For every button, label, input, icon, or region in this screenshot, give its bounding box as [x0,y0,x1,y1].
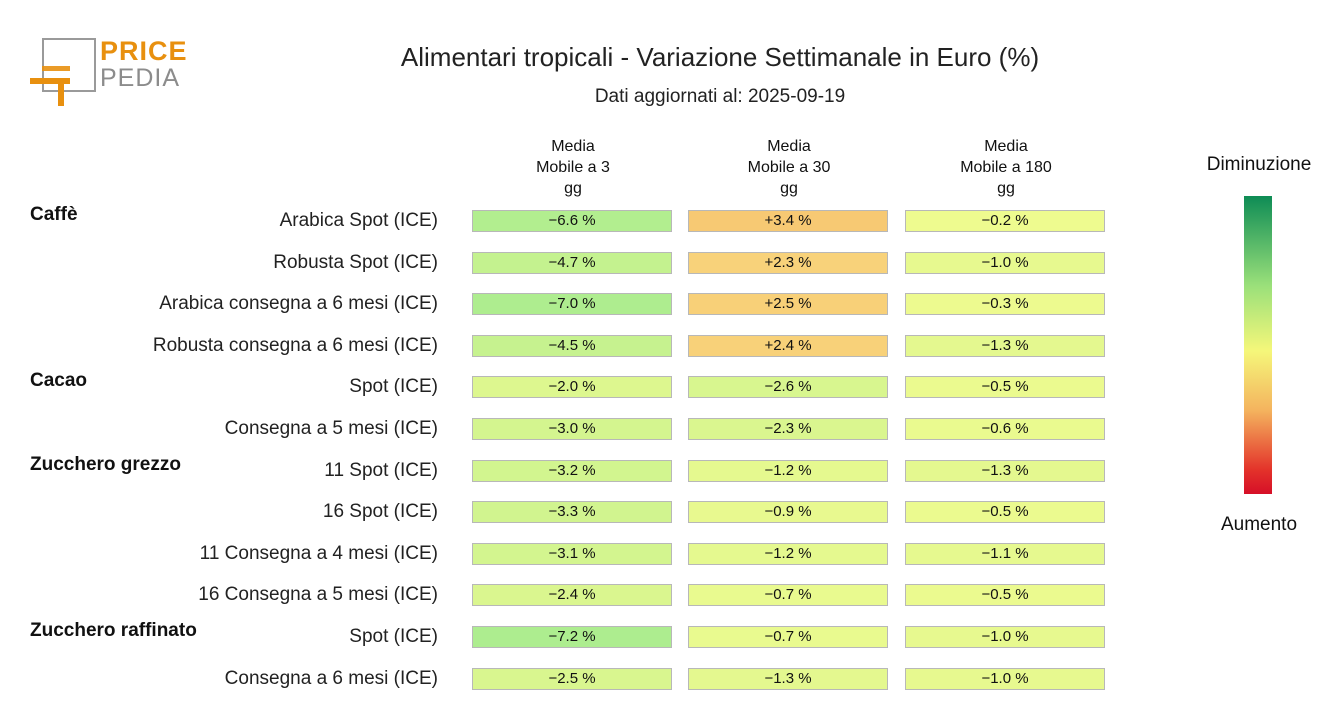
row-label: Consegna a 6 mesi (ICE) [224,667,438,689]
logo-word-pedia: PEDIA [100,64,181,92]
group-label: Caffè [30,204,78,225]
heatmap-cell: −0.5 % [905,376,1105,399]
heatmap-cell: −1.3 % [905,459,1105,482]
column-header-1-line1: Media [551,138,595,155]
heatmap-cell: −0.3 % [905,293,1105,316]
legend-top-label: Diminuzione [1206,154,1312,175]
row-label: Robusta Spot (ICE) [273,251,438,273]
column-header-3-line3: gg [997,180,1015,197]
heatmap-cell: −4.5 % [472,334,672,357]
row-label: Spot (ICE) [349,626,438,647]
heatmap-cell: −0.2 % [905,210,1105,232]
logo-orange-bar-inner [42,66,70,71]
heatmap-cell: −3.2 % [472,459,672,482]
pricepedia-logo: PRICE PEDIA [28,36,198,112]
heatmap-cell: −1.0 % [905,251,1105,274]
heatmap-cell: +2.3 % [688,251,888,274]
logo-square-outline [42,38,96,92]
heatmap-cell: −0.5 % [905,501,1105,524]
column-header-1-line3: gg [564,180,582,197]
heatmap-cell: −2.4 % [472,584,672,607]
heatmap-cell: −1.3 % [905,334,1105,357]
heatmap-cell: −0.9 % [688,501,888,524]
column-header-3-line2: Mobile a 180 [960,159,1052,176]
heatmap-cell: −1.1 % [905,542,1105,565]
logo-word-price: PRICE [100,36,188,66]
heatmap-cell: −2.5 % [472,667,672,690]
heatmap-cell: −1.3 % [688,667,888,690]
column-header-2: Media Mobile a 30 gg [688,136,890,199]
heatmap-cell: −0.7 % [688,626,888,648]
heatmap-cell: +2.5 % [688,293,888,316]
column-header-2-line2: Mobile a 30 [747,159,831,176]
heatmap-cell: −3.1 % [472,542,672,565]
heatmap-cell: −3.3 % [472,501,672,524]
logo-orange-bar-vertical [58,78,64,106]
heatmap-cell: −4.7 % [472,251,672,274]
row-label: 11 Consegna a 4 mesi (ICE) [199,542,438,564]
heatmap-cell: −2.6 % [688,376,888,399]
column-header-2-line1: Media [767,138,811,155]
heatmap-cell: −7.0 % [472,293,672,316]
heatmap-cell: −3.0 % [472,418,672,440]
row-label: Consegna a 5 mesi (ICE) [224,418,438,439]
logo-orange-bar-horizontal [30,78,70,84]
chart-title: Alimentari tropicali - Variazione Settim… [400,42,1040,72]
row-label: Arabica Spot (ICE) [279,210,438,231]
heatmap-cell: −1.2 % [688,542,888,565]
column-header-3: Media Mobile a 180 gg [905,136,1107,199]
heatmap-cell: −2.0 % [472,376,672,399]
row-label: 16 Spot (ICE) [322,501,438,523]
group-label: Zucchero raffinato [30,620,197,641]
group-label: Zucchero grezzo [30,453,181,475]
legend-bottom-label: Aumento [1220,514,1298,535]
row-label: Robusta consegna a 6 mesi (ICE) [152,334,438,356]
heatmap-cell: −1.0 % [905,626,1105,648]
column-header-1-line2: Mobile a 3 [536,159,610,176]
heatmap-cell: −0.7 % [688,584,888,607]
heatmap-cell: +3.4 % [688,210,888,232]
column-header-2-line3: gg [780,180,798,197]
row-label: Spot (ICE) [349,376,438,398]
heatmap-cell: −7.2 % [472,626,672,648]
heatmap-cell: −2.3 % [688,418,888,440]
column-header-3-line1: Media [984,138,1028,155]
group-label: Cacao [30,370,88,392]
heatmap-cell: −0.6 % [905,418,1105,440]
heatmap-cell: −0.5 % [905,584,1105,607]
column-header-1: Media Mobile a 3 gg [472,136,674,199]
row-label: 11 Spot (ICE) [324,459,438,481]
heatmap-cell: −1.2 % [688,459,888,482]
heatmap-cell: −6.6 % [472,210,672,232]
legend-color-scale [1244,196,1272,494]
row-label: 16 Consegna a 5 mesi (ICE) [198,584,438,606]
heatmap-cell: +2.4 % [688,334,888,357]
heatmap-cell: −1.0 % [905,667,1105,690]
row-label: Arabica consegna a 6 mesi (ICE) [159,293,438,315]
chart-subtitle: Dati aggiornati al: 2025-09-19 [594,86,846,107]
